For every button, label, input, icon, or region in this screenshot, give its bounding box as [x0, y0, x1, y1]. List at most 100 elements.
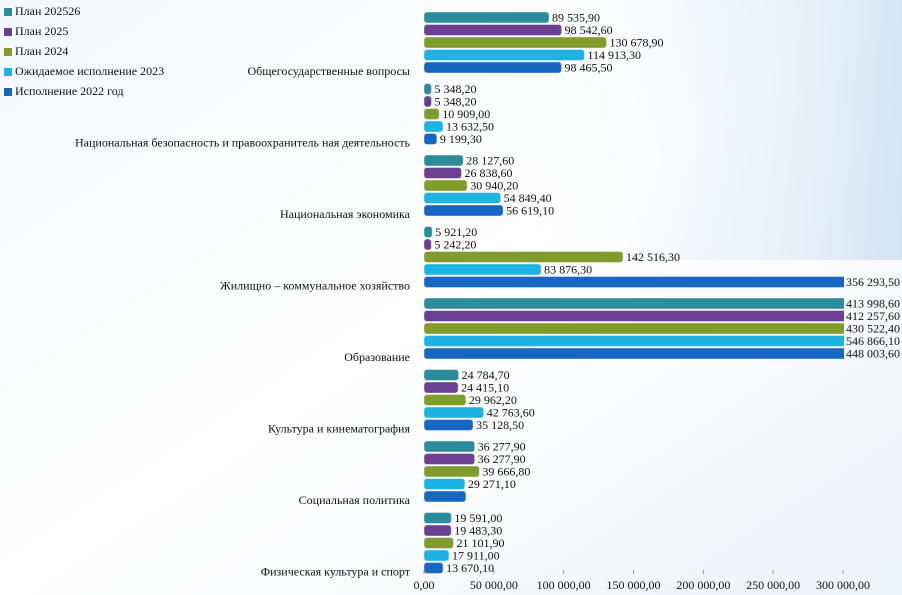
data-label: 546 866,10	[846, 334, 900, 348]
bar	[424, 263, 542, 276]
x-tick-label: 0,00	[414, 578, 435, 592]
data-label: 98 542,60	[565, 23, 613, 37]
legend-swatch	[4, 68, 12, 76]
bar	[424, 24, 563, 36]
bar	[424, 49, 585, 61]
bar	[424, 537, 454, 549]
x-tick-label: 300 000,00	[816, 578, 870, 592]
legend-label: Исполнение 2022 год	[15, 84, 124, 98]
bar	[424, 36, 608, 49]
legend-swatch	[4, 28, 12, 36]
bar	[424, 61, 563, 74]
data-label: 98 465,50	[565, 60, 613, 74]
data-label: 9 199,30	[440, 132, 482, 146]
bar	[424, 322, 844, 335]
x-tick-label: 150 000,00	[607, 578, 661, 592]
bar	[424, 440, 476, 453]
legend-label: Ожидаемое исполнение 2023	[15, 64, 164, 78]
data-label: 448 003,60	[846, 346, 900, 360]
data-label: 54 849,40	[504, 191, 552, 205]
bar	[424, 524, 452, 537]
bar	[424, 490, 467, 503]
category-label: Образование	[344, 350, 410, 364]
data-label: 142 516,30	[626, 250, 680, 264]
data-label: 39 666,80	[482, 464, 530, 478]
x-tick-label: 100 000,00	[537, 578, 591, 592]
bar	[424, 133, 438, 145]
legend-label: План 2025	[15, 24, 68, 38]
data-label: 36 277,90	[478, 439, 526, 453]
data-label: 13 632,50	[446, 119, 494, 133]
bar	[424, 406, 485, 419]
category-label: Общегосударственные вопросы	[247, 64, 410, 78]
bar	[424, 347, 844, 360]
legend-swatch	[4, 8, 12, 16]
data-label: 10 909,00	[442, 107, 490, 121]
bar	[424, 453, 476, 465]
data-label: 89 535,90	[552, 10, 600, 24]
bar	[424, 192, 502, 204]
category-label: Жилищно – коммунальное хозяйство	[220, 278, 410, 292]
category-label: Национальная безопасность и правоохранит…	[75, 135, 411, 149]
bar	[424, 167, 462, 179]
bar	[424, 297, 844, 310]
data-label: 5 242,20	[434, 237, 476, 251]
x-tick-label: 50 000,00	[470, 578, 518, 592]
data-label: 24 784,70	[462, 368, 510, 382]
bar	[424, 369, 460, 381]
data-label: 5 348,20	[434, 94, 476, 108]
data-label: 21 101,90	[456, 536, 504, 550]
bar	[424, 108, 440, 120]
data-label: 26 838,60	[464, 166, 512, 180]
bar	[424, 11, 550, 24]
bar	[424, 478, 466, 490]
data-label: 5 921,20	[435, 225, 477, 239]
data-label: 114 913,30	[587, 48, 641, 62]
data-label: 430 522,40	[846, 321, 900, 335]
x-tick-label: 200 000,00	[676, 578, 730, 592]
data-label: 36 277,90	[478, 452, 526, 466]
data-label: 24 415,10	[461, 380, 509, 394]
data-label: 29 962,20	[469, 393, 517, 407]
bar	[424, 465, 480, 478]
category-label: Социальная политика	[299, 493, 411, 507]
x-tick-label: 250 000,00	[746, 578, 800, 592]
bar	[424, 179, 468, 192]
data-label: 56 619,10	[506, 203, 554, 217]
bar	[424, 512, 452, 524]
bar	[424, 276, 844, 288]
data-label: 35 128,50	[476, 418, 524, 432]
data-label: 42 763,60	[487, 405, 535, 419]
bar	[424, 549, 450, 562]
bar	[424, 95, 432, 108]
legend-label: План 202526	[15, 4, 80, 18]
bar	[424, 335, 844, 347]
data-label: 412 257,60	[846, 309, 900, 323]
legend-swatch	[4, 48, 12, 56]
category-label: Национальная экономика	[280, 207, 411, 221]
bar	[424, 419, 474, 431]
data-label: 30 940,20	[470, 178, 518, 192]
category-label: Физическая культура и спорт	[261, 564, 411, 578]
data-label: 19 591,00	[454, 511, 502, 525]
legend-label: План 2024	[15, 44, 68, 58]
bar	[424, 562, 444, 574]
bar	[424, 251, 624, 263]
data-label: 413 998,60	[846, 296, 900, 310]
data-label: 130 678,90	[610, 35, 664, 49]
data-label: 13 670,10	[446, 561, 494, 575]
legend-swatch	[4, 88, 12, 96]
bar	[424, 381, 459, 394]
data-label: 19 483,30	[454, 523, 502, 537]
bar	[424, 204, 504, 217]
data-label: 83 876,30	[544, 262, 592, 276]
data-label: 29 271,10	[468, 477, 516, 491]
bar	[424, 238, 432, 251]
data-label: 28 127,60	[466, 153, 514, 167]
data-label: 17 911,00	[452, 548, 500, 562]
bar	[424, 394, 467, 406]
plot-area	[424, 11, 844, 574]
bar	[424, 83, 432, 95]
bar	[424, 120, 444, 133]
